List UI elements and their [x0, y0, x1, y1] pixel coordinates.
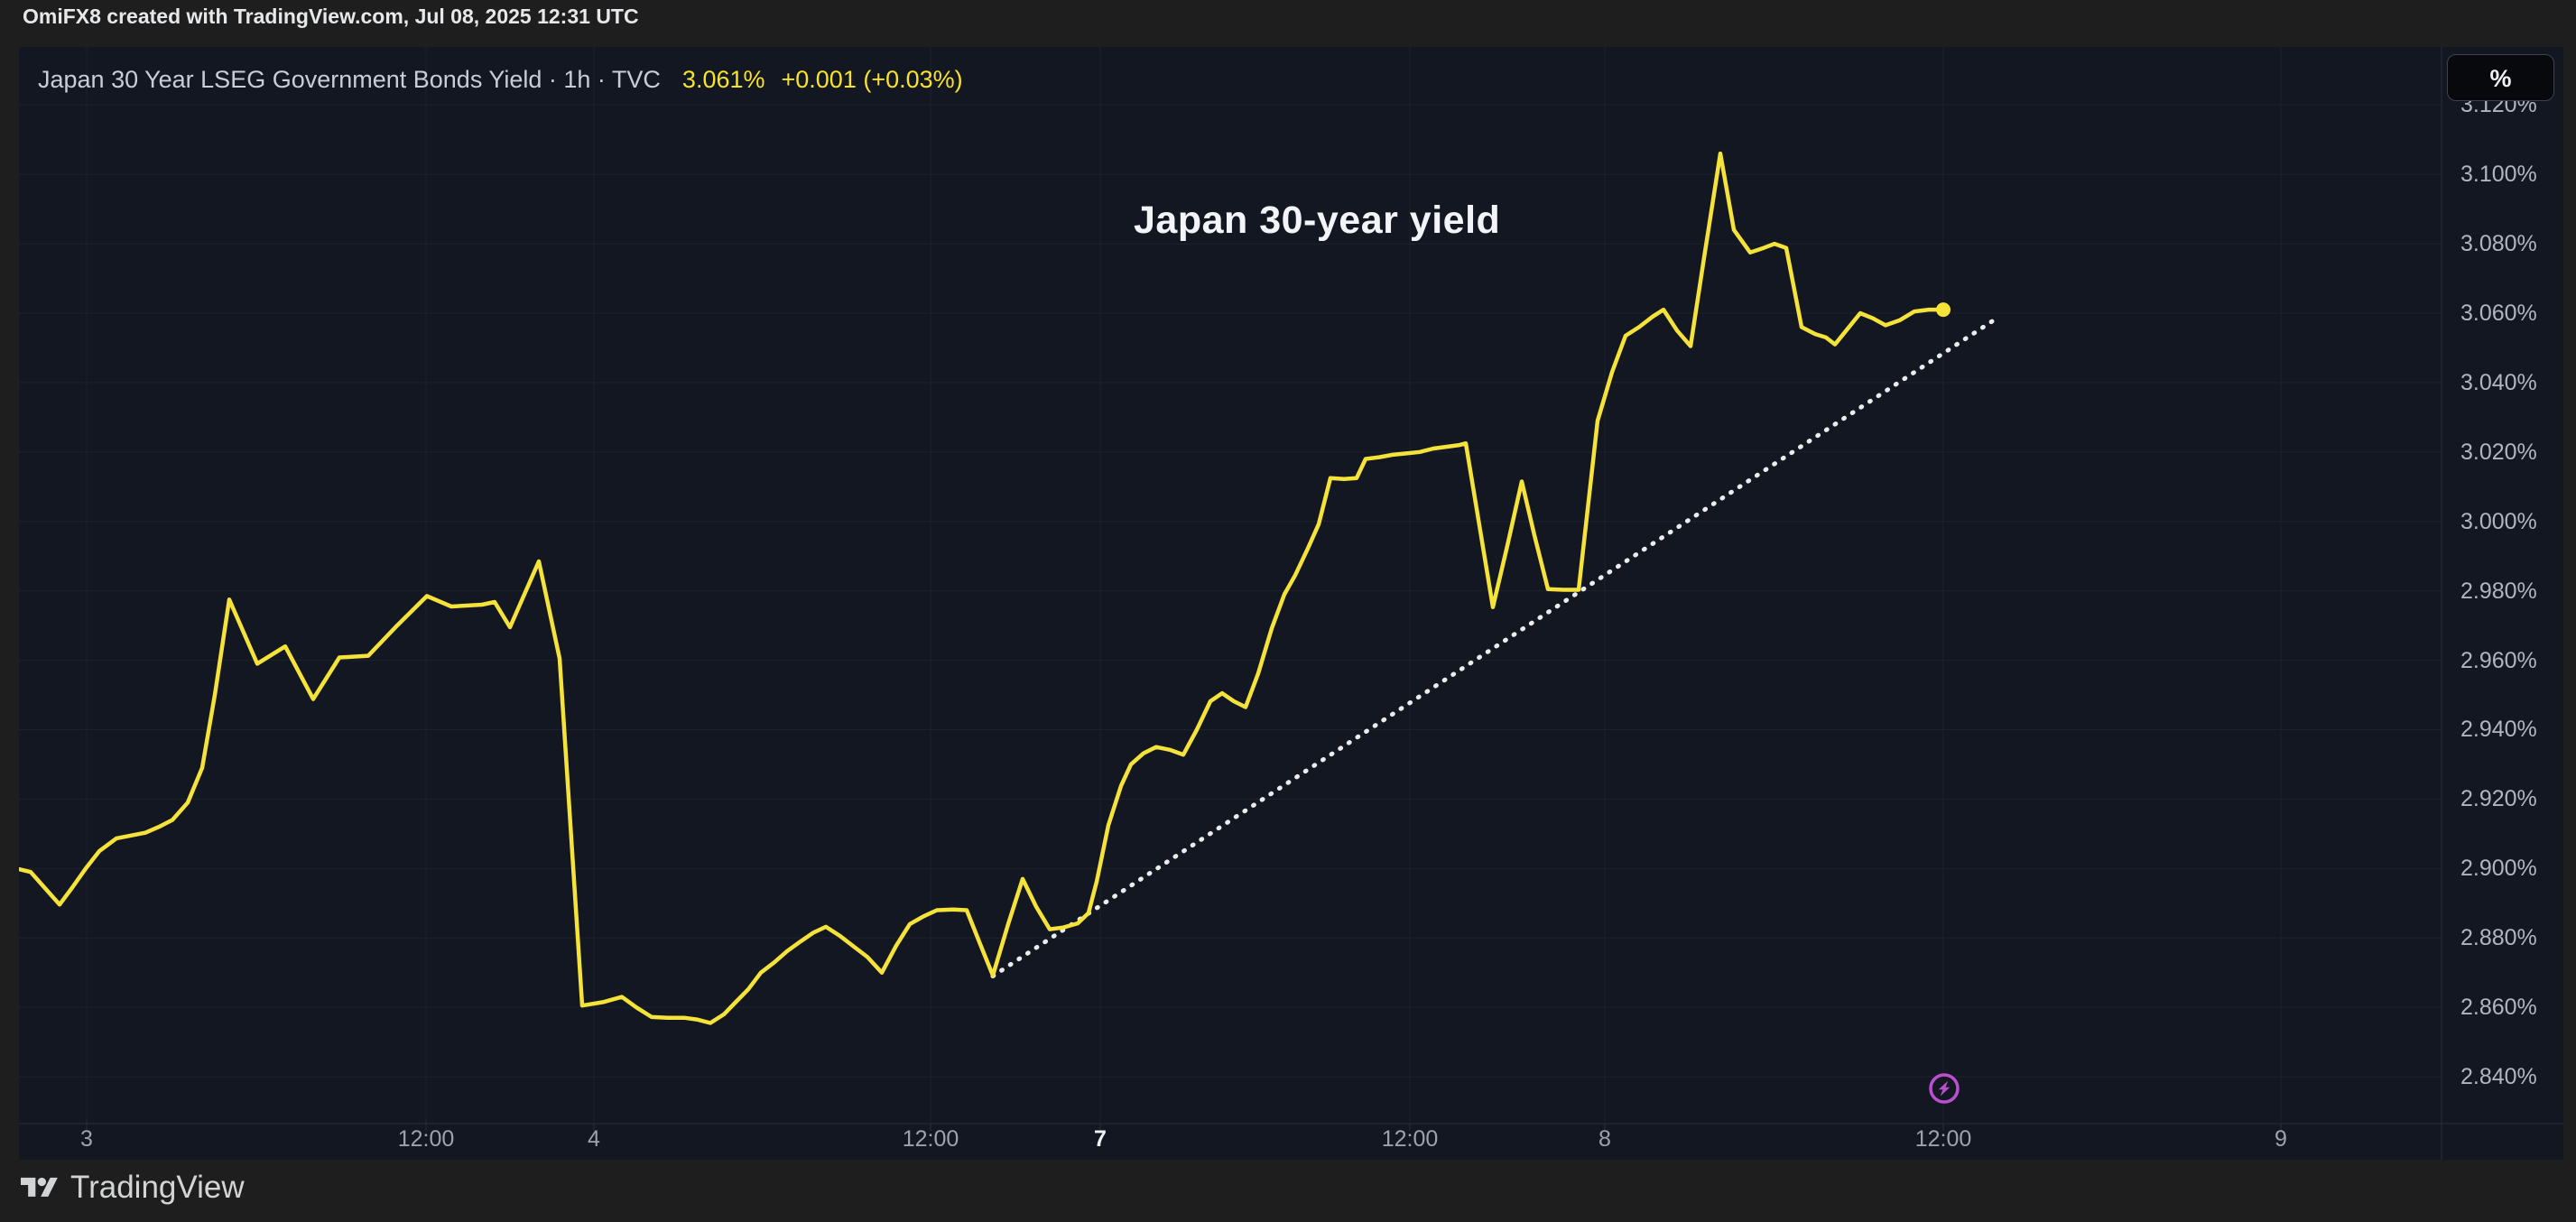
series-line: [19, 151, 1946, 1025]
time-axis-label: 12:00: [902, 1126, 959, 1152]
price-axis-label: 3.060%: [2460, 300, 2537, 326]
attribution-text: OmiFX8 created with TradingView.com, Jul…: [23, 5, 639, 28]
time-axis-label: 7: [1094, 1126, 1107, 1152]
time-axis-label: 12:00: [1381, 1126, 1439, 1152]
time-axis-label: 3: [80, 1126, 93, 1152]
axis-separators: [19, 47, 2563, 1160]
price-axis-label: 3.000%: [2460, 508, 2537, 534]
gridlines: [19, 47, 2442, 1124]
percent-unit-button[interactable]: %: [2447, 54, 2554, 101]
chart-annotation: Japan 30-year yield: [1134, 199, 1501, 242]
price-axis-label: 2.980%: [2460, 578, 2537, 604]
quote-change: +0.001 (+0.03%): [781, 66, 963, 93]
time-axis-label: 9: [2275, 1126, 2287, 1152]
price-axis-label: 2.840%: [2460, 1064, 2537, 1090]
quote-value: 3.061%: [681, 66, 765, 93]
price-axis-label: 3.080%: [2460, 231, 2537, 257]
symbol-title[interactable]: Japan 30 Year LSEG Government Bonds Yiel…: [38, 66, 661, 93]
price-axis-label: 2.880%: [2460, 925, 2537, 951]
price-axis-label: 2.860%: [2460, 995, 2537, 1021]
tradingview-logo-text: TradingView: [70, 1170, 245, 1205]
time-axis-label: 4: [588, 1126, 600, 1152]
price-axis-label: 2.920%: [2460, 786, 2537, 812]
time-axis-label: 12:00: [1914, 1126, 1972, 1152]
price-axis-label: 2.900%: [2460, 856, 2537, 882]
price-axis-label: 3.040%: [2460, 369, 2537, 395]
tradingview-logo-icon: [21, 1173, 59, 1203]
price-axis-label: 3.100%: [2460, 162, 2537, 188]
event-marker[interactable]: [1929, 1073, 1960, 1104]
price-axis-label: 3.020%: [2460, 439, 2537, 465]
symbol-row: Japan 30 Year LSEG Government Bonds Yiel…: [38, 63, 963, 96]
time-axis-label: 8: [1598, 1126, 1611, 1152]
last-point-marker: [1936, 302, 1951, 318]
lightning-icon: [1938, 1080, 1951, 1097]
tradingview-logo[interactable]: TradingView: [21, 1168, 245, 1208]
price-axis-label: 2.940%: [2460, 717, 2537, 743]
price-axis-label: 2.960%: [2460, 647, 2537, 673]
time-axis-label: 12:00: [397, 1126, 455, 1152]
trendline: [990, 314, 2002, 979]
